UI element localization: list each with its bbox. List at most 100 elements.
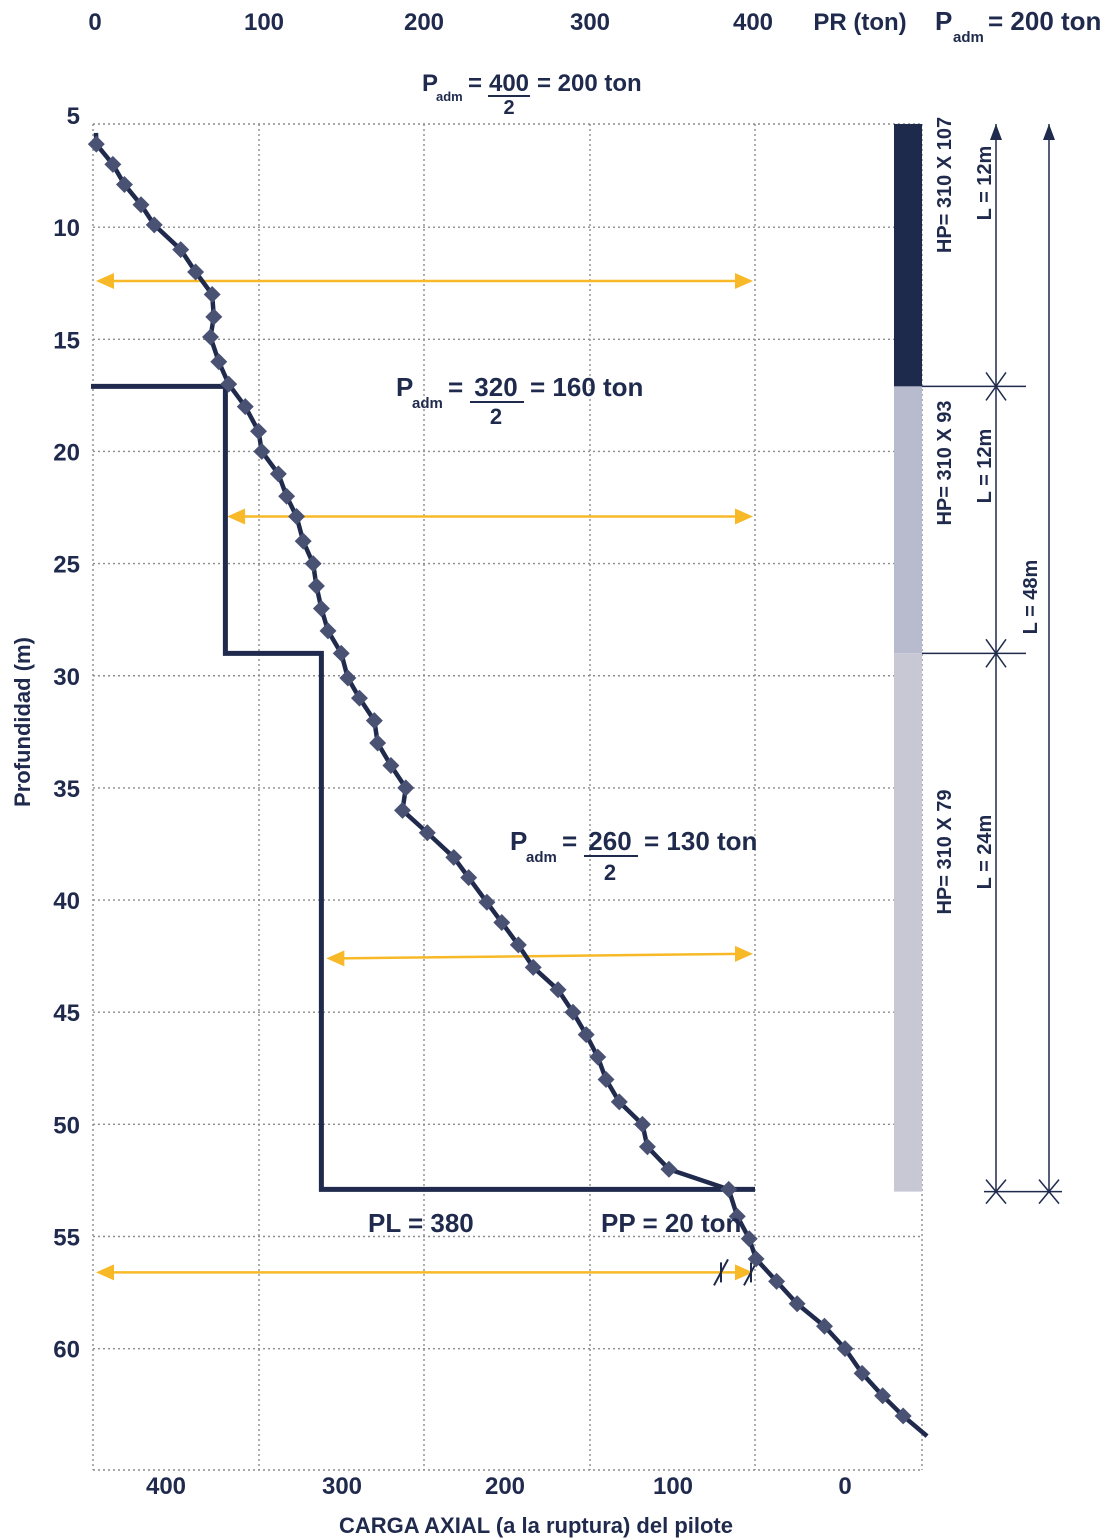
data-point	[278, 487, 296, 505]
bottom-tick-label: 400	[146, 1473, 186, 1500]
svg-text:2: 2	[490, 404, 502, 429]
arrow-right-icon	[735, 945, 753, 962]
pile-label-2: HP= 310 X 93	[934, 400, 956, 525]
data-point	[339, 669, 357, 687]
data-point	[836, 1340, 854, 1358]
data-point	[633, 1115, 651, 1133]
svg-text:2: 2	[503, 97, 514, 119]
data-point	[418, 824, 436, 842]
bottom-tick-label: 300	[322, 1473, 362, 1500]
top-tick-label: 100	[244, 9, 284, 36]
data-point	[728, 1207, 746, 1225]
data-point	[478, 893, 496, 911]
arrow-left-icon	[96, 1264, 114, 1281]
pl-label: PL = 380	[368, 1208, 474, 1238]
pp-label: PP = 20 ton	[601, 1208, 741, 1238]
svg-text:adm: adm	[412, 395, 443, 412]
data-point	[445, 848, 463, 866]
arrow-left-icon	[96, 272, 114, 289]
svg-text:= 200 ton: = 200 ton	[988, 6, 1101, 36]
y-tick-label: 55	[53, 1225, 80, 1252]
data-point	[815, 1317, 833, 1335]
y-tick-label: 20	[53, 439, 80, 466]
svg-text:2: 2	[604, 860, 616, 885]
top-tick-label: 400	[733, 9, 773, 36]
arrow-left-icon	[326, 950, 345, 967]
data-point	[250, 422, 267, 440]
data-point	[549, 981, 567, 999]
bottom-tick-label: 100	[653, 1473, 693, 1500]
y-tick-label: 60	[53, 1337, 80, 1364]
svg-text:P: P	[935, 6, 952, 36]
arrow-right-icon	[735, 508, 753, 525]
data-point	[87, 135, 105, 153]
data-point	[460, 869, 478, 887]
data-point	[564, 1003, 582, 1021]
arrow-right-icon	[735, 272, 753, 289]
capacity-curve-line	[93, 132, 929, 1438]
svg-text:400: 400	[489, 70, 529, 97]
data-point	[132, 196, 150, 214]
grid	[92, 123, 923, 1471]
svg-text:adm: adm	[436, 89, 463, 104]
tick-mark	[985, 371, 1007, 401]
data-point	[269, 465, 287, 483]
data-point	[350, 689, 368, 707]
tick-mark	[985, 638, 1007, 668]
data-point	[288, 508, 306, 525]
capacity-curve	[87, 132, 929, 1438]
arrow-right-icon	[735, 1264, 753, 1281]
data-point	[319, 622, 337, 640]
data-point	[509, 936, 527, 954]
data-point	[577, 1026, 595, 1044]
pile-section-bar	[894, 123, 922, 387]
top-tick-label: 200	[404, 9, 444, 36]
data-point	[210, 353, 228, 371]
step-line-path	[91, 383, 755, 1192]
data-point	[853, 1364, 871, 1382]
top-axis-title: PR (ton)	[813, 9, 906, 36]
data-point	[307, 577, 325, 595]
y-tick-label: 5	[67, 103, 80, 130]
data-point	[660, 1160, 678, 1178]
data-point	[397, 779, 415, 797]
data-point	[202, 328, 219, 346]
data-point	[332, 644, 350, 662]
yellow-arrows	[96, 272, 759, 1286]
data-point	[145, 216, 163, 234]
data-point	[894, 1407, 912, 1425]
data-point	[874, 1387, 892, 1405]
data-point	[205, 308, 223, 326]
pile-length-2: L = 12m	[974, 429, 996, 504]
y-axis-title: Profundidad (m)	[10, 637, 35, 807]
y-tick-label: 35	[53, 776, 80, 803]
svg-text:=: =	[468, 70, 482, 97]
svg-text:P: P	[422, 70, 438, 97]
svg-text:260: 260	[588, 826, 631, 856]
data-point	[115, 176, 133, 194]
top-tick-label: 0	[88, 9, 101, 36]
svg-text:P: P	[510, 826, 527, 856]
pile-label-1: HP= 310 X 107	[934, 117, 956, 253]
arrow-up-icon	[1043, 123, 1055, 140]
y-tick-label: 25	[53, 552, 80, 579]
data-point	[304, 555, 322, 573]
pile-section-bar	[894, 653, 922, 1192]
data-point	[236, 398, 254, 416]
tick-labels: 0 100 200 300 400 400 300 200 100 0 5 10 15 20 25 30 35 4…	[53, 9, 851, 1500]
data-point	[589, 1048, 607, 1066]
data-point	[220, 375, 238, 393]
pile-length-3: L = 24m	[974, 815, 996, 890]
padm-annotation-1: P adm = 400 2 = 200 ton	[422, 70, 642, 119]
data-point	[312, 599, 330, 617]
y-tick-label: 50	[53, 1112, 80, 1139]
data-point	[610, 1093, 628, 1111]
y-tick-label: 10	[53, 215, 80, 242]
padm-annotation-3: P adm = 260 2 = 130 ton	[510, 826, 757, 885]
pile-sections	[894, 123, 1062, 1205]
top-tick-label: 300	[570, 9, 610, 36]
svg-text:320: 320	[474, 372, 517, 402]
data-point	[638, 1138, 656, 1156]
bottom-tick-label: 200	[485, 1473, 525, 1500]
